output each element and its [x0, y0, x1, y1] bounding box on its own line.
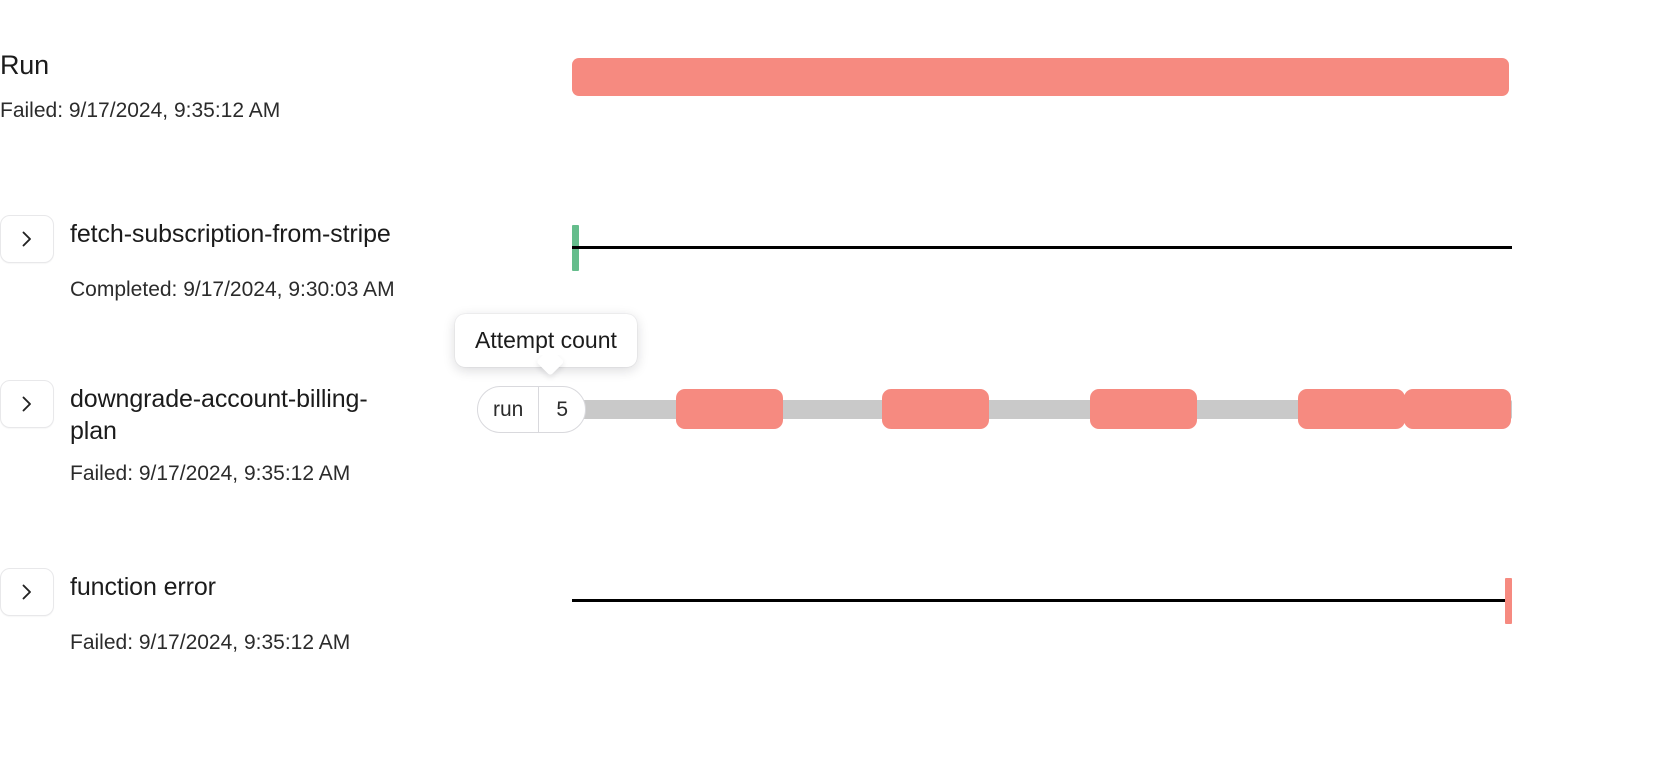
expand-step-button-fetch-subscription-from-stripe[interactable] [0, 215, 54, 263]
attempt-count-badge[interactable]: run 5 [477, 386, 587, 433]
step-label-block: downgrade-account-billing-plan Failed: 9… [0, 380, 540, 489]
run-duration-bar[interactable] [572, 58, 1509, 96]
timeline-row-function-error: function error Failed: 9/17/2024, 9:35:1… [0, 568, 1666, 668]
attempt-segment[interactable] [1090, 389, 1197, 429]
step-name: function error [70, 573, 216, 601]
chevron-right-icon [19, 582, 35, 602]
attempt-segment[interactable] [882, 389, 989, 429]
timeline-row-downgrade-account-billing-plan: downgrade-account-billing-plan Failed: 9… [0, 380, 1666, 500]
step-status: Completed: 9/17/2024, 9:30:03 AM [70, 278, 395, 301]
attempt-segment[interactable] [1298, 389, 1405, 429]
step-duration-hairline[interactable] [572, 599, 1512, 602]
step-end-marker-icon[interactable] [1505, 578, 1512, 624]
chevron-right-icon [19, 229, 35, 249]
chevron-right-icon [19, 394, 35, 414]
step-track [0, 568, 1666, 628]
attempt-badge-label: run [493, 397, 524, 421]
step-name: fetch-subscription-from-stripe [70, 220, 391, 248]
run-title: Run [0, 50, 49, 80]
attempt-segment[interactable] [676, 389, 783, 429]
timeline-row-fetch-subscription-from-stripe: fetch-subscription-from-stripe Completed… [0, 215, 1666, 315]
attempt-count-tooltip: Attempt count [455, 314, 637, 367]
timeline-row-run: Run Failed: 9/17/2024, 9:35:12 AM [0, 48, 1666, 168]
attempt-segment[interactable] [1404, 389, 1511, 429]
step-duration-hairline[interactable] [572, 246, 1512, 249]
attempt-badge-count: 5 [538, 387, 585, 432]
step-label-block: function error Failed: 9/17/2024, 9:35:1… [0, 568, 540, 658]
run-track [0, 48, 1666, 108]
step-track [0, 215, 1666, 275]
expand-step-button-function-error[interactable] [0, 568, 54, 616]
expand-step-button-downgrade-account-billing-plan[interactable] [0, 380, 54, 428]
step-status: Failed: 9/17/2024, 9:35:12 AM [70, 631, 351, 654]
step-attempts-track [0, 380, 1666, 440]
run-status: Failed: 9/17/2024, 9:35:12 AM [0, 99, 281, 122]
tooltip-text: Attempt count [475, 325, 617, 355]
attempts-track-background [572, 400, 1512, 419]
step-label-block: fetch-subscription-from-stripe Completed… [0, 215, 540, 305]
run-label-block: Run Failed: 9/17/2024, 9:35:12 AM [0, 48, 540, 126]
step-name: downgrade-account-billing-plan [70, 385, 368, 445]
step-status: Failed: 9/17/2024, 9:35:12 AM [70, 462, 351, 485]
